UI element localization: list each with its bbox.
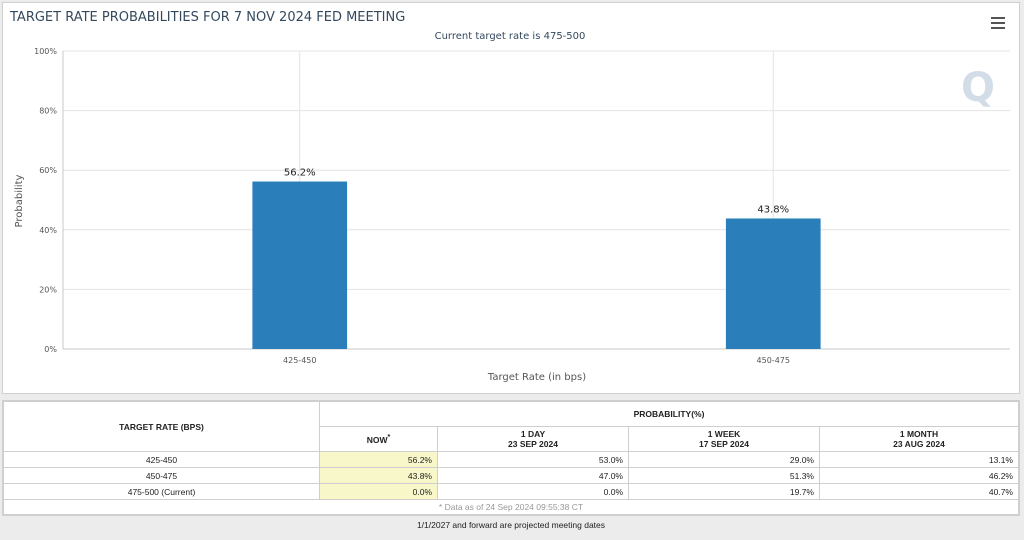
y-axis-title: Probability <box>14 174 25 227</box>
chart-title: TARGET RATE PROBABILITIES FOR 7 NOV 2024… <box>9 10 405 25</box>
row-1-day: 53.0% <box>437 451 629 468</box>
row-rate: 450-475 <box>3 467 320 484</box>
now-asterisk: * <box>387 433 391 442</box>
bar-data-label: 56.2% <box>284 168 316 179</box>
footer-note: 1/1/2027 and forward are projected meeti… <box>416 520 606 530</box>
x-tick-label: 450-475 <box>757 356 790 365</box>
header-1-week: 1 WEEK 17 SEP 2024 <box>628 426 820 452</box>
header-now: NOW* <box>319 426 438 452</box>
row-1-week: 51.3% <box>628 467 820 484</box>
header-1-day: 1 DAY 23 SEP 2024 <box>437 426 629 452</box>
q-logo-icon: Q <box>960 65 995 111</box>
row-now: 0.0% <box>319 483 438 500</box>
y-tick-label: 40% <box>39 226 57 235</box>
x-axis-title: Target Rate (in bps) <box>487 372 586 383</box>
row-1-month: 40.7% <box>819 483 1019 500</box>
row-1-day: 47.0% <box>437 467 629 484</box>
bar-data-label: 43.8% <box>757 204 789 215</box>
row-rate: 475-500 (Current) <box>3 483 320 500</box>
header-1-month: 1 MONTH 23 AUG 2024 <box>819 426 1019 452</box>
probability-table-panel: TARGET RATE (BPS) PROBABILITY(%) NOW* 1 … <box>2 400 1020 516</box>
table-row: 425-450 56.2% 53.0% 29.0% 13.1% <box>3 451 1019 468</box>
row-now: 56.2% <box>319 451 438 468</box>
table-row: 475-500 (Current) 0.0% 0.0% 19.7% 40.7% <box>3 483 1019 500</box>
chart-menu-icon[interactable] <box>991 17 1005 29</box>
chart-panel: TARGET RATE PROBABILITIES FOR 7 NOV 2024… <box>2 2 1020 394</box>
row-1-week: 29.0% <box>628 451 820 468</box>
table-row: 450-475 43.8% 47.0% 51.3% 46.2% <box>3 467 1019 484</box>
y-tick-label: 60% <box>39 166 57 175</box>
header-target-rate: TARGET RATE (BPS) <box>3 401 320 452</box>
y-tick-label: 20% <box>39 285 57 294</box>
y-tick-label: 0% <box>44 345 57 354</box>
x-tick-label: 425-450 <box>283 356 316 365</box>
row-1-month: 13.1% <box>819 451 1019 468</box>
row-1-week: 19.7% <box>628 483 820 500</box>
bar-450-475[interactable] <box>725 218 821 349</box>
row-now: 43.8% <box>319 467 438 484</box>
chart-subtitle: Current target rate is 475-500 <box>435 31 586 42</box>
probability-table: TARGET RATE (BPS) PROBABILITY(%) NOW* 1 … <box>3 401 1019 515</box>
y-tick-label: 80% <box>39 107 57 116</box>
bar-425-450[interactable] <box>252 181 348 349</box>
bar-chart: TARGET RATE PROBABILITIES FOR 7 NOV 2024… <box>9 10 1010 383</box>
row-1-day: 0.0% <box>437 483 629 500</box>
header-probability: PROBABILITY(%) <box>319 401 1019 427</box>
row-rate: 425-450 <box>3 451 320 468</box>
y-tick-label: 100% <box>34 47 57 56</box>
row-1-month: 46.2% <box>819 467 1019 484</box>
data-timestamp-note: * Data as of 24 Sep 2024 09:55:38 CT <box>3 499 1019 515</box>
